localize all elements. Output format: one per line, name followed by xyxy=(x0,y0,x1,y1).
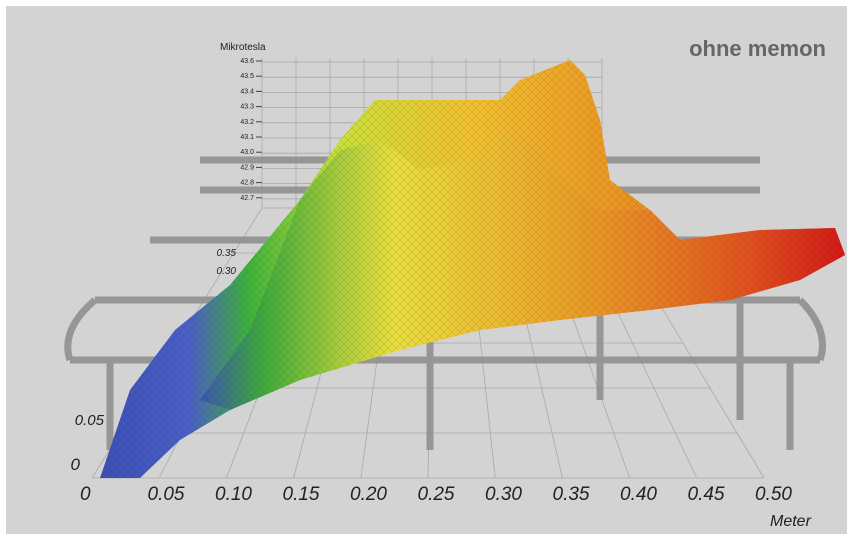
x-tick-label: 0.20 xyxy=(350,484,387,505)
x-tick-label: 0.25 xyxy=(418,484,455,505)
z-tick-label: 42.7 xyxy=(240,195,254,202)
tick-labels: 0 0.05 0.10 0.15 0.20 0.25 0.30 0.35 0.40 0.45 0.5… xyxy=(71,58,793,505)
x-tick-label: 0 xyxy=(80,484,91,505)
z-tick-label: 43.4 xyxy=(240,88,254,95)
z-tick-label: 43.3 xyxy=(240,104,254,111)
x-tick-label: 0.10 xyxy=(215,484,252,505)
x-tick-label: 0.15 xyxy=(283,484,320,505)
z-tick-label: 43.2 xyxy=(240,119,254,126)
y-tick-label: 0.05 xyxy=(75,412,105,429)
z-tick-label: 42.8 xyxy=(240,180,254,187)
z-tick-label: 43.0 xyxy=(240,149,254,156)
x-tick-label: 0.30 xyxy=(485,484,522,505)
y-tick-label: 0 xyxy=(71,455,81,474)
z-tick-label: 43.1 xyxy=(240,134,254,141)
horizontal-axis-label: Meter xyxy=(770,513,812,530)
y-tick-label: 0.30 xyxy=(217,266,237,277)
z-tick-label: 43.5 xyxy=(240,73,254,80)
z-tick-label: 43.6 xyxy=(240,58,254,65)
z-tick-label: 42.9 xyxy=(240,164,254,171)
x-tick-label: 0.45 xyxy=(688,484,725,505)
surface-mesh xyxy=(100,60,845,478)
title: ohne memon xyxy=(689,36,826,61)
x-tick-label: 0.35 xyxy=(553,484,590,505)
x-tick-label: 0.50 xyxy=(755,484,792,505)
x-tick-label: 0.05 xyxy=(148,484,185,505)
x-tick-label: 0.40 xyxy=(620,484,657,505)
y-tick-label: 0.35 xyxy=(217,248,237,259)
vertical-axis-label: Mikrotesla xyxy=(220,42,266,53)
